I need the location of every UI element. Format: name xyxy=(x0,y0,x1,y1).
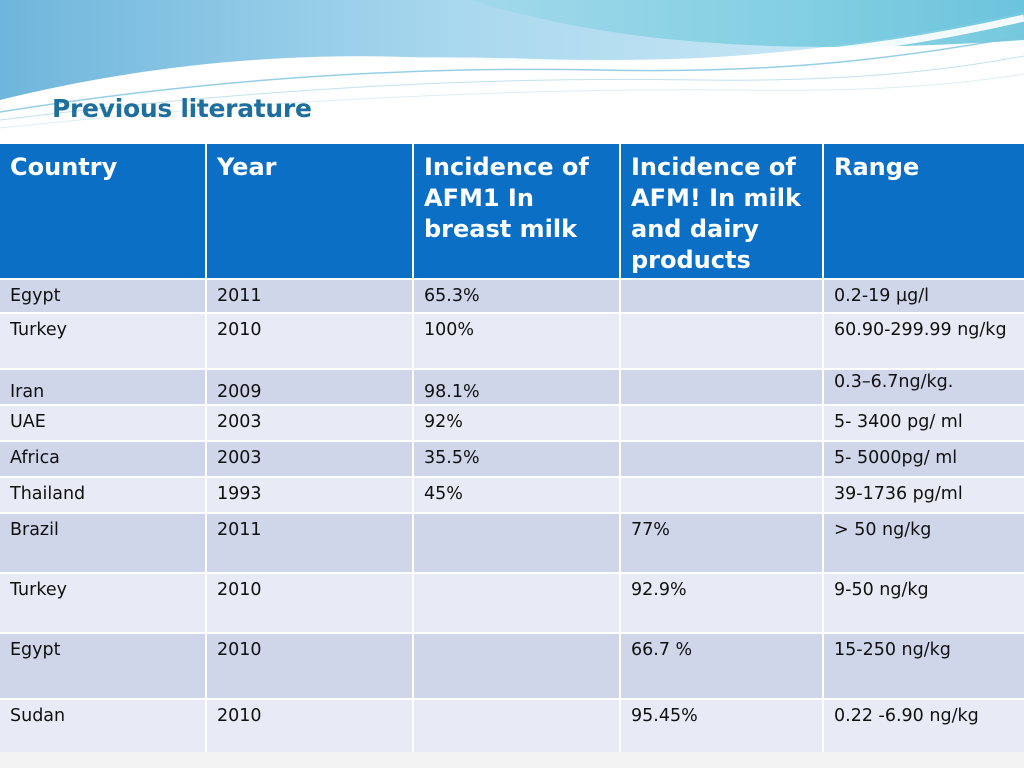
footer-band xyxy=(0,752,1024,768)
header-range: Range xyxy=(824,144,1024,278)
cell-incidence-dairy: 77% xyxy=(621,514,822,572)
cell-range: 0.2-19 µg/l xyxy=(824,280,1024,312)
cell-country: Brazil xyxy=(0,514,205,572)
cell-range: 0.3–6.7ng/kg. xyxy=(824,370,1024,404)
cell-incidence-dairy xyxy=(621,280,822,312)
header-incidence-dairy: Incidence of AFM! In milk and dairy prod… xyxy=(621,144,822,278)
cell-range: 15-250 ng/kg xyxy=(824,634,1024,698)
cell-year: 2011 xyxy=(207,280,412,312)
header-country: Country xyxy=(0,144,205,278)
header-incidence-breast-milk: Incidence of AFM1 In breast milk xyxy=(414,144,619,278)
cell-incidence-dairy xyxy=(621,442,822,476)
cell-year: 1993 xyxy=(207,478,412,512)
cell-incidence-breast-milk: 45% xyxy=(414,478,619,512)
cell-incidence-dairy xyxy=(621,478,822,512)
cell-incidence-breast-milk: 35.5% xyxy=(414,442,619,476)
cell-incidence-breast-milk xyxy=(414,574,619,632)
cell-country: Iran xyxy=(0,370,205,404)
cell-country: Egypt xyxy=(0,280,205,312)
cell-range: 9-50 ng/kg xyxy=(824,574,1024,632)
cell-incidence-breast-milk xyxy=(414,634,619,698)
decorative-wave-banner xyxy=(0,0,1024,129)
header-year: Year xyxy=(207,144,412,278)
cell-incidence-dairy xyxy=(621,314,822,368)
cell-incidence-dairy: 92.9% xyxy=(621,574,822,632)
cell-country: Africa xyxy=(0,442,205,476)
cell-incidence-breast-milk: 98.1% xyxy=(414,370,619,404)
cell-country: Thailand xyxy=(0,478,205,512)
cell-country: Turkey xyxy=(0,314,205,368)
cell-range: 39-1736 pg/ml xyxy=(824,478,1024,512)
cell-year: 2011 xyxy=(207,514,412,572)
cell-year: 2010 xyxy=(207,314,412,368)
literature-table: Country Year Incidence of AFM1 In breast… xyxy=(0,144,1024,764)
cell-range: 5- 3400 pg/ ml xyxy=(824,406,1024,440)
cell-range: 60.90-299.99 ng/kg xyxy=(824,314,1024,368)
cell-year: 2009 xyxy=(207,370,412,404)
cell-country: UAE xyxy=(0,406,205,440)
cell-incidence-dairy xyxy=(621,406,822,440)
cell-year: 2003 xyxy=(207,442,412,476)
cell-year: 2003 xyxy=(207,406,412,440)
cell-year: 2010 xyxy=(207,634,412,698)
cell-country: Turkey xyxy=(0,574,205,632)
cell-country: Egypt xyxy=(0,634,205,698)
cell-incidence-breast-milk: 65.3% xyxy=(414,280,619,312)
cell-incidence-dairy xyxy=(621,370,822,404)
slide-title: Previous literature xyxy=(52,94,312,123)
cell-year: 2010 xyxy=(207,574,412,632)
cell-incidence-breast-milk xyxy=(414,514,619,572)
literature-table-grid: Country Year Incidence of AFM1 In breast… xyxy=(0,144,1024,764)
cell-incidence-breast-milk: 92% xyxy=(414,406,619,440)
cell-range: 5- 5000pg/ ml xyxy=(824,442,1024,476)
cell-range: > 50 ng/kg xyxy=(824,514,1024,572)
cell-incidence-breast-milk: 100% xyxy=(414,314,619,368)
cell-incidence-dairy: 66.7 % xyxy=(621,634,822,698)
